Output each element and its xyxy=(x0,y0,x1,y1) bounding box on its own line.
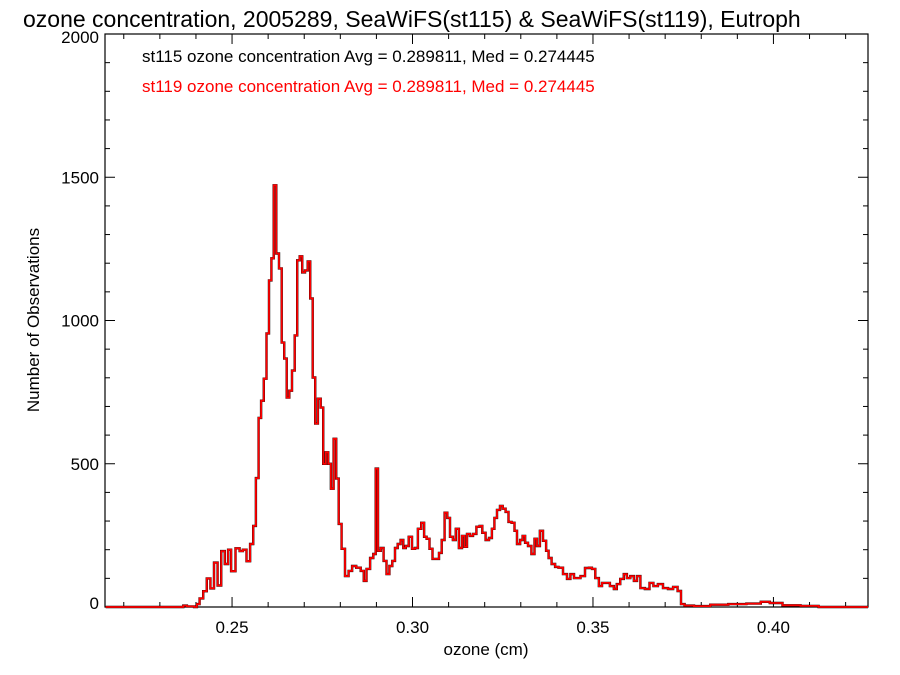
series-line-st115 xyxy=(105,184,868,609)
plot-frame xyxy=(104,33,869,608)
x-tick-label: 0.30 xyxy=(396,618,429,637)
axis-ticks xyxy=(105,33,868,608)
legend-entry-st115: st115 ozone concentration Avg = 0.289811… xyxy=(142,47,595,66)
y-tick-label: 0 xyxy=(90,594,99,613)
y-axis-label: Number of Observations xyxy=(24,228,43,412)
y-tick-label: 2000 xyxy=(61,28,99,47)
x-tick-label: 0.25 xyxy=(215,618,248,637)
legend-entry-st119: st119 ozone concentration Avg = 0.289811… xyxy=(142,77,595,96)
y-tick-label: 1000 xyxy=(61,312,99,331)
y-tick-label: 500 xyxy=(71,455,99,474)
series-line-st119 xyxy=(105,184,868,608)
x-tick-labels: 0.25 0.30 0.35 0.40 xyxy=(215,618,789,637)
y-tick-label: 1500 xyxy=(61,168,99,187)
x-axis-label: ozone (cm) xyxy=(443,640,528,659)
series-lines xyxy=(105,184,868,609)
chart-title: ozone concentration, 2005289, SeaWiFS(st… xyxy=(23,6,801,32)
x-tick-label: 0.40 xyxy=(757,618,790,637)
x-tick-label: 0.35 xyxy=(576,618,609,637)
y-tick-labels: 0 500 1000 1500 2000 xyxy=(61,28,99,613)
